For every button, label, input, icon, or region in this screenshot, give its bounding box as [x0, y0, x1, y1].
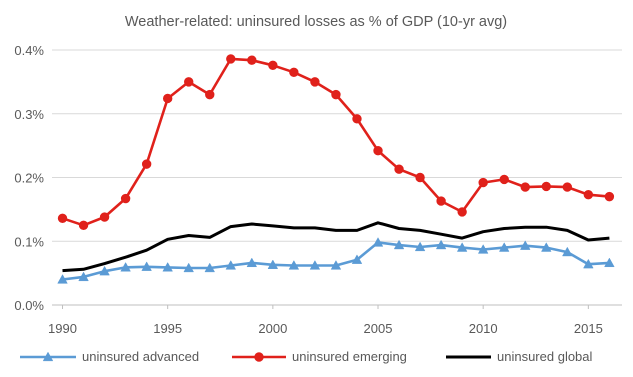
data-point: [141, 159, 152, 169]
data-point: [331, 89, 341, 100]
data-point: [351, 254, 363, 264]
data-point: [520, 182, 530, 192]
data-point: [204, 262, 216, 273]
data-point: [309, 260, 321, 270]
data-point: [184, 77, 194, 87]
data-point: [288, 260, 300, 270]
x-tick-label: 1990: [48, 321, 77, 336]
data-point: [478, 177, 488, 188]
legend-label: uninsured global: [497, 349, 593, 364]
y-tick-label: 0.1%: [14, 234, 44, 249]
data-point: [373, 146, 383, 156]
y-tick-label: 0.2%: [14, 171, 44, 186]
data-point: [268, 60, 278, 71]
x-tick-label: 2000: [258, 321, 287, 336]
data-point: [254, 352, 264, 362]
data-point: [99, 212, 110, 222]
series-uninsured-advanced: [57, 237, 615, 284]
data-point: [226, 54, 236, 64]
series-line: [62, 221, 610, 273]
legend-label: uninsured advanced: [82, 349, 199, 364]
legend-item: uninsured global: [446, 349, 593, 364]
legend: uninsured advanced uninsured emerging unin…: [20, 349, 593, 364]
data-point: [57, 274, 68, 284]
data-point: [183, 262, 194, 273]
series-layer: [57, 54, 615, 284]
chart-title: Weather-related: uninsured losses as % o…: [125, 14, 507, 30]
x-tick-label: 2005: [364, 321, 393, 336]
data-point: [372, 237, 384, 247]
data-point: [457, 207, 467, 217]
data-point: [583, 190, 594, 200]
x-tick-label: 2015: [574, 321, 603, 336]
data-point: [289, 67, 299, 78]
data-point: [120, 262, 131, 272]
data-point: [120, 193, 131, 204]
y-tick-label: 0.0%: [14, 298, 44, 313]
data-point: [604, 257, 615, 268]
data-point: [415, 172, 425, 183]
data-point: [246, 257, 258, 268]
data-point: [562, 182, 573, 192]
data-point: [436, 196, 446, 206]
data-point: [247, 55, 257, 65]
data-point: [519, 240, 531, 250]
data-point: [541, 181, 551, 192]
axes: 0.0% 0.1% 0.2% 0.3% 0.4% 1990 1995 2000 2005 2010…: [14, 43, 602, 336]
y-tick-label: 0.4%: [14, 43, 44, 58]
data-point: [499, 174, 509, 185]
series-uninsured-global: [62, 221, 610, 273]
data-point: [99, 265, 110, 276]
data-point: [78, 220, 89, 231]
data-point: [435, 239, 447, 250]
legend-item: uninsured advanced: [20, 349, 199, 364]
data-point: [205, 89, 215, 100]
data-point: [477, 244, 489, 254]
series-line: [62, 57, 610, 227]
data-point: [141, 261, 152, 271]
series-uninsured-emerging: [57, 54, 615, 231]
data-point: [604, 191, 615, 202]
data-point: [42, 351, 54, 362]
data-point: [394, 164, 404, 174]
data-point: [541, 242, 552, 252]
data-point: [352, 114, 362, 124]
data-point: [393, 239, 405, 250]
data-point: [162, 262, 173, 272]
data-point: [562, 246, 573, 257]
data-point: [225, 260, 237, 270]
data-point: [57, 213, 68, 224]
legend-item: uninsured emerging: [232, 349, 407, 364]
x-tick-label: 1995: [153, 321, 182, 336]
x-tick-label: 2010: [469, 321, 498, 336]
y-tick-label: 0.3%: [14, 107, 44, 122]
gridlines: [52, 49, 622, 306]
data-point: [330, 260, 342, 270]
data-point: [498, 242, 510, 252]
data-point: [310, 77, 320, 87]
data-point: [456, 242, 468, 252]
data-point: [267, 259, 279, 269]
data-point: [583, 258, 594, 269]
data-point: [78, 271, 89, 282]
legend-label: uninsured emerging: [292, 349, 407, 364]
data-point: [414, 241, 426, 252]
data-point: [162, 93, 173, 104]
